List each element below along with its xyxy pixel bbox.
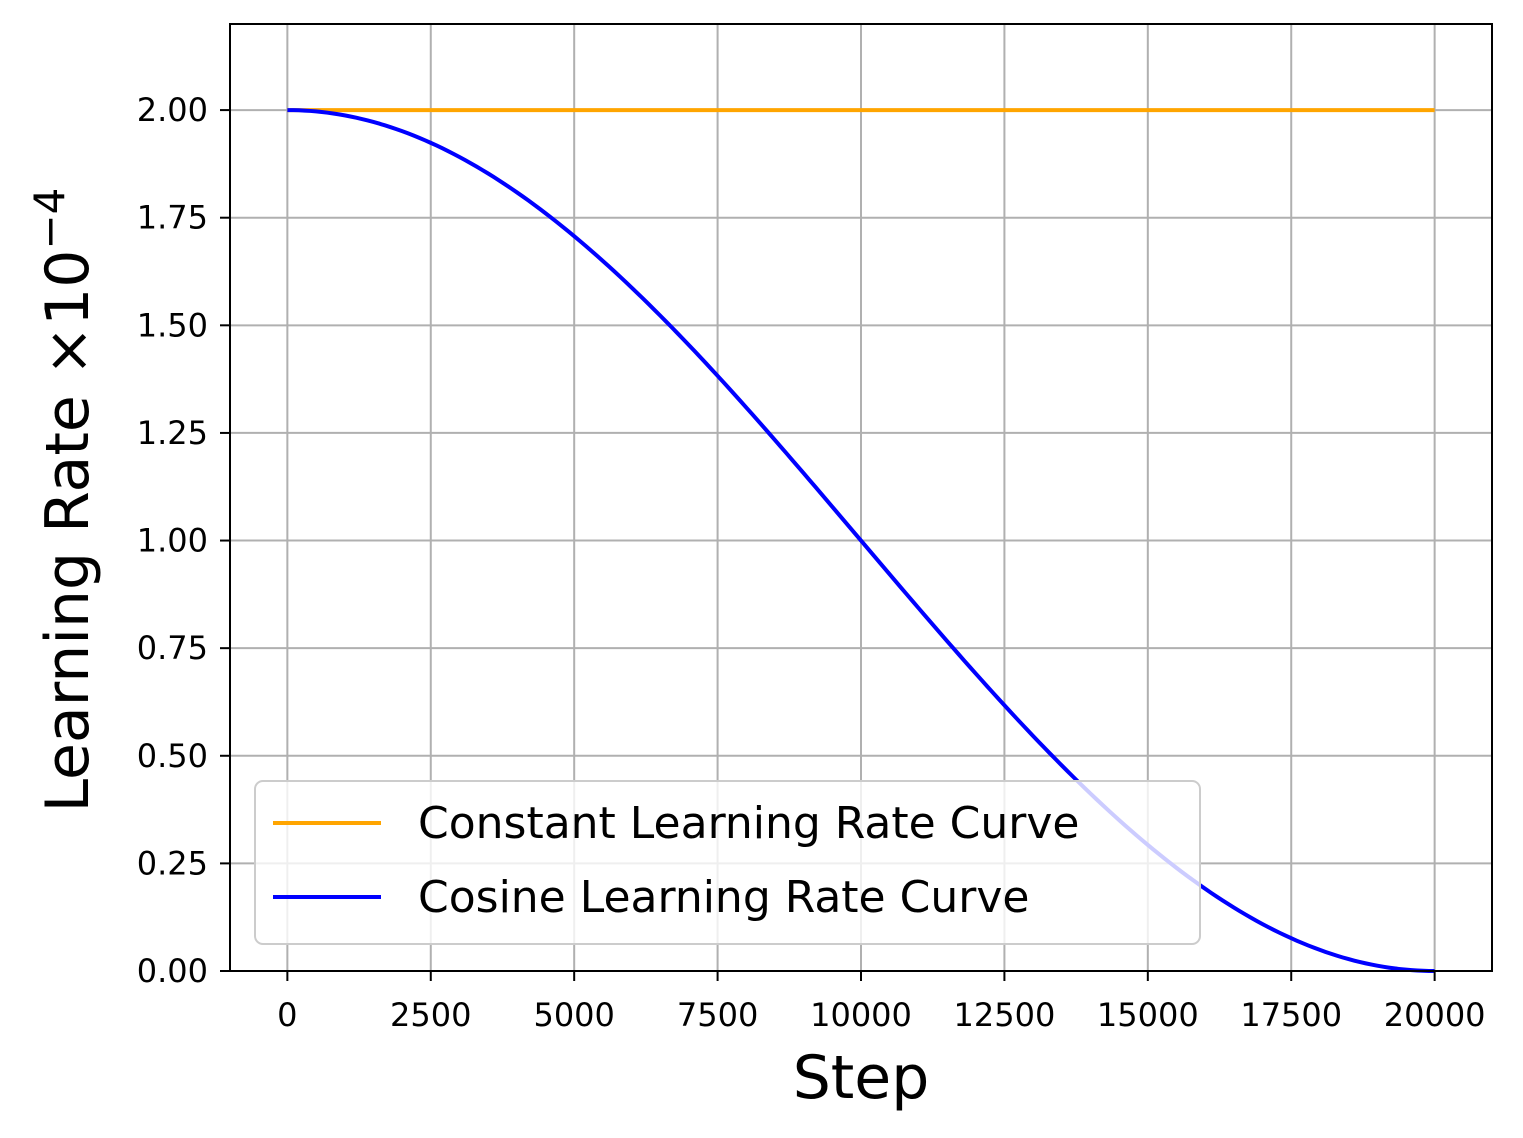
cosine-lr-line (287, 108, 1435, 973)
y-tick-label: 0.75 (137, 629, 208, 667)
y-tick-label: 1.25 (137, 414, 208, 452)
y-tick-label: 1.75 (137, 199, 208, 237)
y-axis-label-exponent: −4 (25, 188, 74, 250)
x-tick-label: 0 (277, 996, 297, 1034)
legend: Constant Learning Rate Curve Cosine Lear… (254, 780, 1201, 945)
x-tick-label: 2500 (390, 996, 471, 1034)
y-tick-label: 2.00 (137, 91, 208, 129)
x-tick-label: 10000 (810, 996, 912, 1034)
x-tick-label: 20000 (1384, 996, 1486, 1034)
x-tick-label: 17500 (1240, 996, 1342, 1034)
legend-label-constant: Constant Learning Rate Curve (418, 798, 1079, 849)
y-axis-label: Learning Rate ×10−4 (25, 188, 103, 813)
y-tick-label: 0.00 (137, 952, 208, 990)
y-tick-label: 1.50 (137, 306, 208, 344)
legend-label-cosine: Cosine Learning Rate Curve (418, 872, 1029, 923)
x-tick-label: 5000 (533, 996, 614, 1034)
legend-box (254, 780, 1201, 945)
y-axis-label-main: Learning Rate ×10 (33, 250, 103, 813)
y-tick-label: 0.25 (137, 844, 208, 882)
axis-ticks: 0 2500 5000 7500 10000 12500 15000 17500 20000 0.… (137, 91, 1486, 1034)
y-tick-label: 0.50 (137, 737, 208, 775)
x-tick-label: 7500 (677, 996, 758, 1034)
x-tick-label: 12500 (954, 996, 1056, 1034)
series-layer (287, 108, 1435, 973)
x-tick-label: 15000 (1097, 996, 1199, 1034)
x-axis-label: Step (793, 1043, 930, 1113)
y-tick-label: 1.00 (137, 522, 208, 560)
